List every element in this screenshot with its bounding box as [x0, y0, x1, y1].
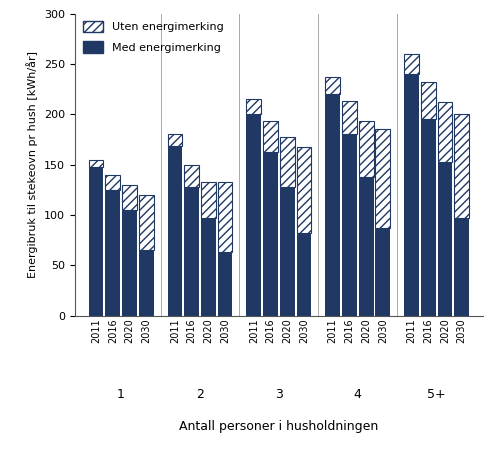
Bar	[296, 233, 311, 316]
Bar	[404, 54, 419, 74]
Bar	[359, 177, 374, 316]
Bar	[263, 152, 278, 316]
Bar	[122, 210, 137, 316]
Text: Antall personer i husholdningen: Antall personer i husholdningen	[179, 420, 378, 433]
Bar	[438, 102, 452, 161]
Bar	[89, 160, 104, 166]
Bar	[421, 119, 436, 316]
Bar	[167, 134, 182, 147]
Bar	[247, 114, 261, 316]
Bar	[359, 121, 374, 177]
Bar	[184, 187, 199, 316]
Bar	[342, 101, 357, 134]
Bar	[438, 161, 452, 316]
Text: 1: 1	[117, 388, 125, 401]
Bar	[280, 138, 295, 187]
Bar	[218, 252, 233, 316]
Bar	[122, 185, 137, 210]
Bar	[375, 228, 390, 316]
Bar	[184, 165, 199, 187]
Bar	[201, 218, 216, 316]
Bar	[280, 187, 295, 316]
Bar	[89, 166, 104, 316]
Bar	[325, 94, 340, 316]
Bar	[139, 195, 153, 250]
Bar	[421, 82, 436, 119]
Bar	[454, 114, 469, 218]
Bar	[139, 250, 153, 316]
Bar	[404, 74, 419, 316]
Bar	[454, 218, 469, 316]
Bar	[342, 134, 357, 316]
Bar	[105, 175, 120, 190]
Text: 3: 3	[275, 388, 283, 401]
Bar	[325, 77, 340, 94]
Bar	[247, 99, 261, 114]
Text: 2: 2	[196, 388, 204, 401]
Bar	[296, 147, 311, 233]
Legend: Uten energimerking, Med energimerking: Uten energimerking, Med energimerking	[79, 17, 228, 57]
Bar	[375, 129, 390, 228]
Text: 4: 4	[354, 388, 362, 401]
Bar	[167, 147, 182, 316]
Bar	[218, 182, 233, 252]
Bar	[105, 190, 120, 316]
Bar	[201, 182, 216, 218]
Text: 5+: 5+	[427, 388, 446, 401]
Bar	[263, 121, 278, 152]
Y-axis label: Energibruk til stekeovn pr hush [kWh/år]: Energibruk til stekeovn pr hush [kWh/år]	[26, 51, 38, 278]
